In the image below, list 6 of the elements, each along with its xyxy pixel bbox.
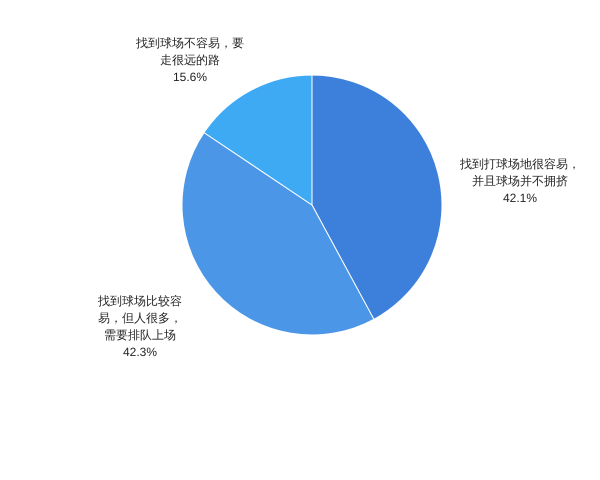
- slice-label: 找到球场不容易，要走很远的路: [135, 36, 244, 67]
- data-label: 15.6%: [172, 70, 208, 84]
- data-label: 42.3%: [122, 345, 158, 359]
- data-label: 42.1%: [502, 191, 538, 205]
- slice-label: 找到打球场地很容易，并且球场并不拥挤: [459, 157, 580, 188]
- slice-label: 找到球场比较容易，但人很多，需要排队上场: [97, 294, 182, 342]
